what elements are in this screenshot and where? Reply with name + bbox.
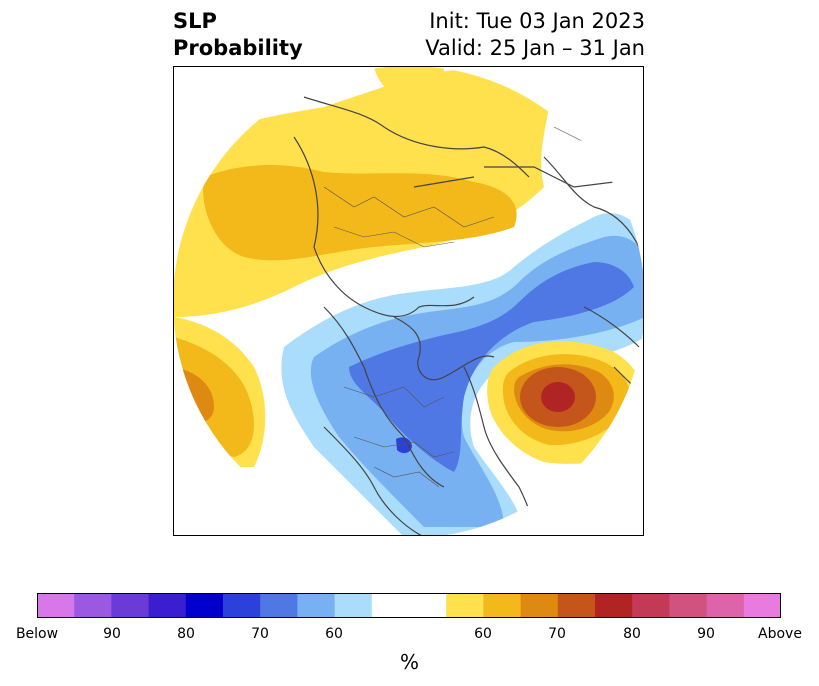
colorbar-segment xyxy=(483,593,522,618)
colorbar xyxy=(37,593,781,618)
tick-label: 80 xyxy=(623,626,641,642)
tick-label: 90 xyxy=(697,626,715,642)
colorbar-border xyxy=(37,593,781,618)
probability-fields xyxy=(174,67,643,535)
tick-label: Above xyxy=(758,626,802,642)
tick-label: 60 xyxy=(325,626,343,642)
colorbar-segment xyxy=(557,593,596,618)
tick-label: 80 xyxy=(177,626,195,642)
below-field-strong xyxy=(349,262,634,472)
colorbar-segment xyxy=(520,593,559,618)
chart-title: SLP Probability xyxy=(173,8,303,62)
colorbar-ticks: Below 90 80 70 60 60 70 80 90 Above xyxy=(0,626,819,646)
polar-map-svg xyxy=(174,67,643,535)
colorbar-segment xyxy=(595,593,633,618)
title-line-1: SLP xyxy=(173,9,217,33)
colorbar-segment xyxy=(706,593,745,618)
colorbar-segment xyxy=(446,593,484,618)
colorbar-segment xyxy=(743,593,781,618)
colorbar-segment xyxy=(260,593,298,618)
above-field-north xyxy=(374,67,444,102)
date-info: Init: Tue 03 Jan 2023 Valid: 25 Jan – 31… xyxy=(425,8,645,62)
colorbar-segment xyxy=(148,593,187,618)
init-date: Init: Tue 03 Jan 2023 xyxy=(429,9,645,33)
title-line-2: Probability xyxy=(173,36,303,60)
tick-label: 70 xyxy=(548,626,566,642)
tick-label: 90 xyxy=(103,626,121,642)
colorbar-segment xyxy=(74,593,112,618)
colorbar-segment xyxy=(334,593,373,618)
colorbar-segment xyxy=(371,593,447,618)
colorbar-segment xyxy=(111,593,150,618)
below-field-core xyxy=(396,437,412,454)
probability-map xyxy=(173,66,644,536)
colorbar-segment xyxy=(632,593,670,618)
colorbar-unit: % xyxy=(399,650,419,674)
colorbar-segment xyxy=(37,593,75,618)
colorbar-segment xyxy=(669,593,708,618)
above-field-eurasia-mid xyxy=(203,165,517,261)
colorbar-segment xyxy=(185,593,224,618)
colorbar-segment xyxy=(223,593,261,618)
tick-label: Below xyxy=(15,626,59,642)
valid-date: Valid: 25 Jan – 31 Jan xyxy=(425,36,645,60)
tick-label: 70 xyxy=(251,626,269,642)
above-field-siberia xyxy=(463,104,535,183)
colorbar-segment xyxy=(297,593,336,618)
tick-label: 60 xyxy=(474,626,492,642)
above-cell-max xyxy=(541,382,575,412)
